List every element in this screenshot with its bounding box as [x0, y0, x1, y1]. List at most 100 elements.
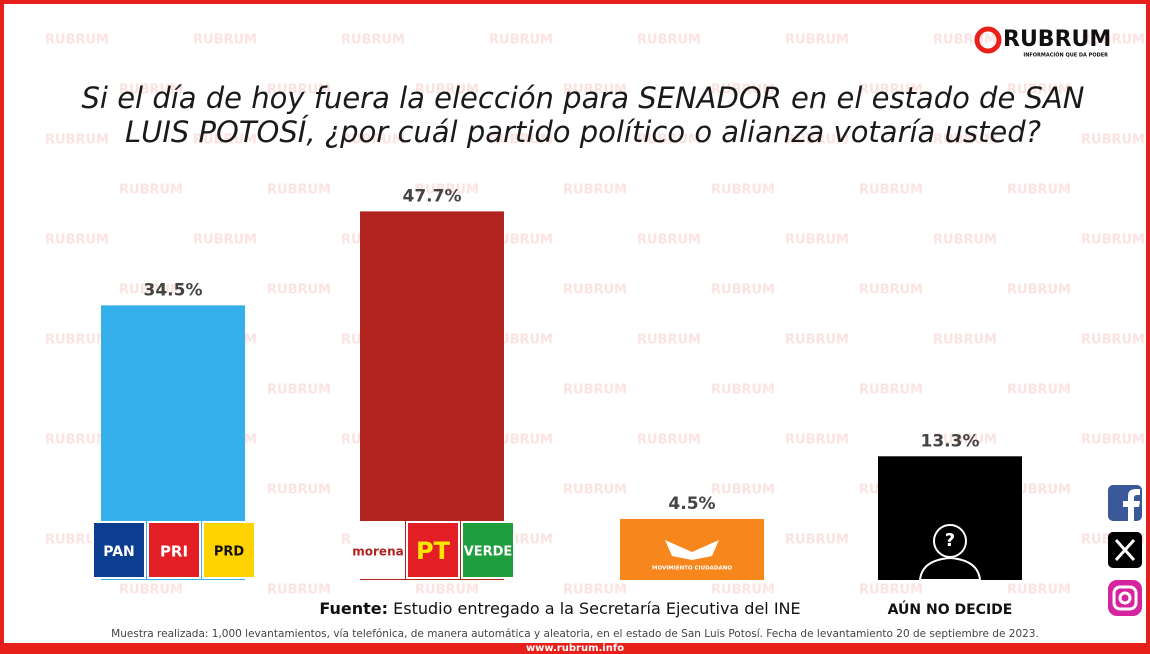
- watermark: RUBRUM: [563, 83, 627, 98]
- watermark: RUBRUM: [637, 333, 701, 348]
- x-glyph: [1114, 538, 1136, 562]
- watermark: RUBRUM: [193, 33, 257, 48]
- watermark: RUBRUM: [45, 233, 109, 248]
- watermark: RUBRUM: [1007, 183, 1071, 198]
- instagram-glyph: [1112, 585, 1138, 611]
- watermark: RUBRUM: [785, 433, 849, 448]
- value-label: 13.3%: [921, 431, 980, 451]
- watermark: RUBRUM: [193, 233, 257, 248]
- bars: 34.5% 47.7% 4.5% 13.3% PAN PRI PRD morena PT VERD…: [92, 186, 1022, 618]
- watermark: RUBRUM: [637, 433, 701, 448]
- watermark: RUBRUM: [637, 33, 701, 48]
- silhouette-body: [918, 556, 982, 581]
- watermark: RUBRUM: [489, 333, 553, 348]
- watermark: RUBRUM: [785, 533, 849, 548]
- instagram-lens: [1118, 591, 1132, 605]
- watermark: RUBRUM: [785, 133, 849, 148]
- footer-band: [0, 643, 1150, 654]
- value-label: 47.7%: [403, 186, 462, 206]
- watermark: RUBRUM: [1081, 33, 1145, 48]
- watermark: RUBRUM: [859, 83, 923, 98]
- chart-title: Si el día de hoy fuera la elección para …: [82, 81, 1085, 115]
- watermark: RUBRUM: [933, 133, 997, 148]
- party-logo: [351, 521, 405, 579]
- watermark: RUBRUM: [45, 333, 109, 348]
- party-logo: [92, 521, 146, 579]
- watermark: RUBRUM: [193, 133, 257, 148]
- brand-name: RUBRUM: [1003, 27, 1111, 52]
- watermark: RUBRUM: [711, 583, 775, 598]
- watermark: RUBRUM: [785, 333, 849, 348]
- source-text: Estudio entregado a la Secretaría Ejecut…: [393, 599, 800, 618]
- bar: [360, 211, 504, 580]
- watermark: RUBRUM: [711, 283, 775, 298]
- watermark: RUBRUM: [1007, 283, 1071, 298]
- watermark: RUBRUM: [1007, 583, 1071, 598]
- party-logo-text: PRD: [214, 545, 245, 560]
- watermark: RUBRUM: [711, 183, 775, 198]
- watermark: RUBRUM: [933, 433, 997, 448]
- watermark: RUBRUM: [267, 83, 331, 98]
- watermark: RUBRUM: [1007, 83, 1071, 98]
- watermark: RUBRUM: [119, 83, 183, 98]
- watermark: RUBRUM: [1081, 333, 1145, 348]
- watermark: RUBRUM: [267, 183, 331, 198]
- bar: [620, 518, 764, 580]
- party-logo-text: PRI: [160, 543, 188, 561]
- watermark: RUBRUM: [637, 133, 701, 148]
- source: Fuente: Estudio entregado a la Secretarí…: [319, 599, 800, 618]
- party-logo: [406, 521, 460, 579]
- watermark: RUBRUM: [1081, 133, 1145, 148]
- watermark: RUBRUM: [711, 483, 775, 498]
- source-label: Fuente:: [319, 599, 388, 618]
- mc-eagle: [665, 540, 719, 560]
- watermark: RUBRUM: [563, 383, 627, 398]
- watermark: RUBRUM: [859, 583, 923, 598]
- facebook-glyph: [1123, 489, 1140, 521]
- party-logo-text: MOVIMIENTO CIUDADANO: [652, 566, 732, 572]
- watermark: RUBRUM: [267, 383, 331, 398]
- value-label: 4.5%: [668, 494, 715, 514]
- party-logo: [202, 521, 256, 579]
- watermark: RUBRUM: [267, 283, 331, 298]
- watermark: RUBRUM: [933, 333, 997, 348]
- watermark: RUBRUM: [1081, 233, 1145, 248]
- watermark: RUBRUM: [45, 33, 109, 48]
- watermarks: RUBRUM RUBRUM RUBRUM RUBRUM RUBRUM RUBRUM RUBR…: [45, 33, 1145, 598]
- watermark: RUBRUM: [859, 283, 923, 298]
- watermark: RUBRUM: [563, 583, 627, 598]
- category-label: AÚN NO DECIDE: [888, 600, 1013, 618]
- watermark: RUBRUM: [119, 583, 183, 598]
- watermark: RUBRUM: [489, 433, 553, 448]
- watermark: RUBRUM: [45, 133, 109, 148]
- watermark: RUBRUM: [637, 233, 701, 248]
- watermark: RUBRUM: [267, 583, 331, 598]
- watermark: RUBRUM: [341, 133, 405, 148]
- watermark: RUBRUM: [711, 383, 775, 398]
- watermark: RUBRUM: [45, 433, 109, 448]
- watermark: RUBRUM: [119, 183, 183, 198]
- watermark: RUBRUM: [711, 83, 775, 98]
- logo-ring: [974, 26, 1002, 54]
- watermark: RUBRUM: [489, 133, 553, 148]
- party-logo: [147, 521, 201, 579]
- watermark: RUBRUM: [341, 33, 405, 48]
- party-logo-text: PAN: [103, 544, 135, 560]
- brand-tagline: INFORMACIÓN QUE DA PODER: [1023, 52, 1108, 59]
- chart-title: LUIS POTOSÍ, ¿por cuál partido político …: [125, 115, 1041, 149]
- watermark: RUBRUM: [785, 33, 849, 48]
- value-label: 34.5%: [144, 280, 203, 300]
- party-logo-text: VERDE: [464, 545, 513, 560]
- social-icons: [1108, 485, 1142, 616]
- website: www.rubrum.info: [526, 643, 624, 654]
- watermark: RUBRUM: [415, 183, 479, 198]
- watermark: RUBRUM: [785, 233, 849, 248]
- watermark: RUBRUM: [933, 33, 997, 48]
- watermark: RUBRUM: [933, 233, 997, 248]
- watermark: RUBRUM: [415, 583, 479, 598]
- watermark: RUBRUM: [415, 83, 479, 98]
- watermark: RUBRUM: [119, 283, 183, 298]
- watermark: RUBRUM: [489, 33, 553, 48]
